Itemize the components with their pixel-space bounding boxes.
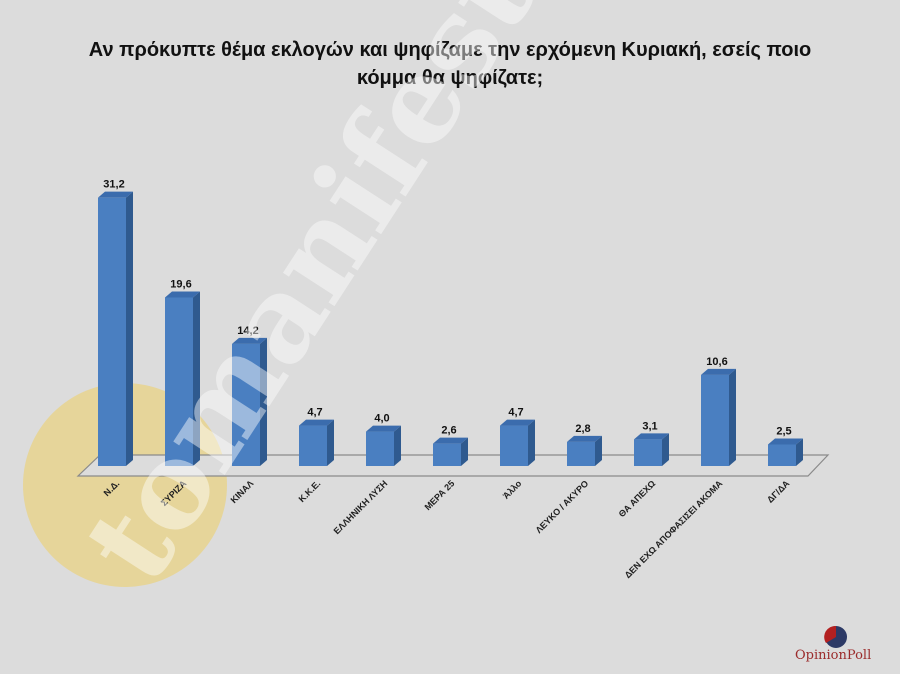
bar [299, 419, 334, 466]
bar [165, 291, 200, 466]
bar [768, 438, 803, 466]
bar [567, 435, 602, 466]
chart-title: Αν πρόκυπτε θέμα εκλογών και ψηφίζαμε τη… [40, 36, 860, 92]
bar [634, 433, 669, 466]
bar [433, 437, 468, 466]
bar-value-label: 4,0 [374, 413, 389, 425]
x-axis-category-label: ΘΑ ΑΠΕΧΩ [617, 478, 658, 519]
bar [98, 191, 133, 466]
bars-group: 31,2 19,6 14,2 4,7 4,0 2,6 4,7 2,8 3,1 10,6 2,5 [98, 179, 803, 466]
chart-title-line-1: Αν πρόκυπτε θέμα εκλογών και ψηφίζαμε τη… [88, 39, 812, 61]
bar-value-label: 2,5 [776, 426, 791, 438]
x-axis-category-label: Κ.Κ.Ε. [297, 478, 323, 504]
bar-value-label: 2,8 [575, 423, 590, 435]
x-axis-category-label: ΛΕΥΚΟ / ΑΚΥΡΟ [534, 478, 591, 535]
bar-value-label: 2,6 [441, 425, 456, 437]
bar-value-label: 31,2 [103, 179, 124, 191]
bar-value-label: 10,6 [706, 356, 727, 368]
x-axis-category-label: ΕΛΛΗΝΙΚΗ ΛΥΣΗ [332, 478, 390, 536]
bar-value-label: 3,1 [642, 420, 657, 432]
bar-value-label: 19,6 [170, 278, 191, 290]
bar-value-label: 4,7 [508, 407, 523, 419]
bar-value-label: 4,7 [307, 407, 322, 419]
bar [701, 368, 736, 466]
bar-value-label: 14,2 [237, 325, 258, 337]
opinionpoll-logo-text: OpinionPoll [795, 648, 872, 663]
x-axis-category-label: Άλλο [501, 478, 524, 501]
bar [232, 337, 267, 466]
x-axis-category-label: ΔΓ/ΔΑ [765, 478, 792, 505]
opinionpoll-circle-icon [824, 625, 847, 648]
bar [366, 425, 401, 466]
x-axis-category-label: ΜΕΡΑ 25 [423, 478, 457, 512]
watermark-text: tomanifesto [57, 0, 604, 605]
bar [500, 419, 535, 466]
chart-title-line-2: κόμμα θα ψηφίζατε; [356, 67, 544, 89]
